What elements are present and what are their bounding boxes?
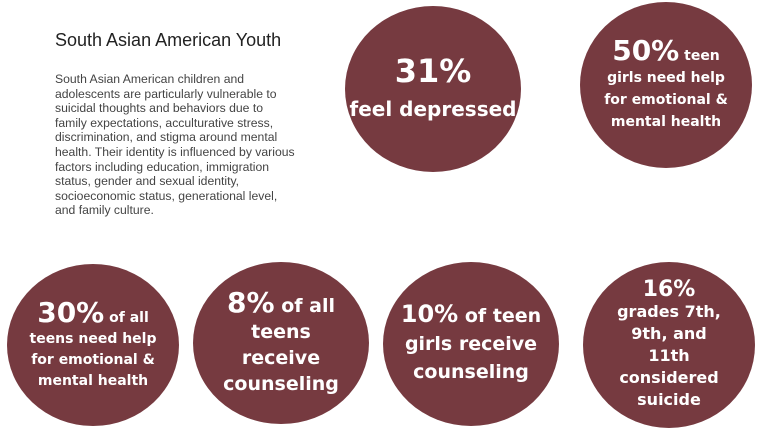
stat-label: teen girls receive counseling <box>404 305 542 383</box>
stat-label: girls need help for emotional & mental h… <box>604 70 728 130</box>
stat-lead: of all <box>109 309 149 326</box>
stat-lead: of all <box>281 295 335 317</box>
stat-lead: teen <box>684 48 720 64</box>
stat-value: 50% <box>612 34 680 67</box>
stat-value: 16% <box>642 277 696 302</box>
stat-label: feel depressed <box>349 97 517 121</box>
stat-circle-considered-suicide: 16% grades 7th, 9th, and 11th considered… <box>583 262 755 428</box>
stat-circle-teens-receive-counseling: 8% of all teens receive counseling <box>193 262 369 424</box>
stat-lead: of <box>464 305 487 327</box>
intro-paragraph: South Asian American children and adoles… <box>55 72 295 218</box>
stat-label: teens need help for emotional & mental h… <box>29 330 157 389</box>
stat-value: 30% <box>37 295 105 329</box>
stat-label: grades 7th, 9th, and 11th considered sui… <box>617 302 721 409</box>
stat-label: teens receive counseling <box>223 321 339 395</box>
stat-value: 31% <box>394 52 472 90</box>
stat-circle-depressed: 31% feel depressed <box>345 6 521 172</box>
stat-value: 10% <box>400 300 459 328</box>
page-title: South Asian American Youth <box>55 30 282 50</box>
stat-circle-teen-girls-need-help: 50% teen girls need help for emotional &… <box>580 2 752 168</box>
stat-value: 8% <box>227 286 275 319</box>
stat-circle-teens-need-help: 30% of all teens need help for emotional… <box>7 264 179 426</box>
stat-circle-teen-girls-receive-counseling: 10% of teen girls receive counseling <box>383 262 559 426</box>
